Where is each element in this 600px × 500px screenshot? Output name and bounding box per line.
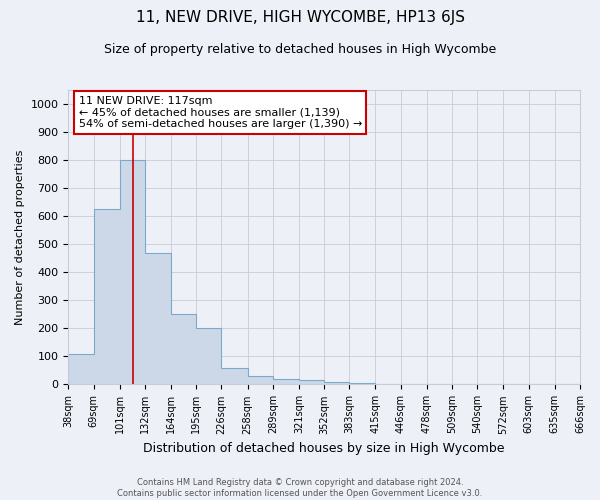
Y-axis label: Number of detached properties: Number of detached properties [15,150,25,325]
Text: 11, NEW DRIVE, HIGH WYCOMBE, HP13 6JS: 11, NEW DRIVE, HIGH WYCOMBE, HP13 6JS [136,10,464,25]
Text: Size of property relative to detached houses in High Wycombe: Size of property relative to detached ho… [104,42,496,56]
Text: 11 NEW DRIVE: 117sqm
← 45% of detached houses are smaller (1,139)
54% of semi-de: 11 NEW DRIVE: 117sqm ← 45% of detached h… [79,96,362,129]
Text: Contains HM Land Registry data © Crown copyright and database right 2024.
Contai: Contains HM Land Registry data © Crown c… [118,478,482,498]
X-axis label: Distribution of detached houses by size in High Wycombe: Distribution of detached houses by size … [143,442,505,455]
